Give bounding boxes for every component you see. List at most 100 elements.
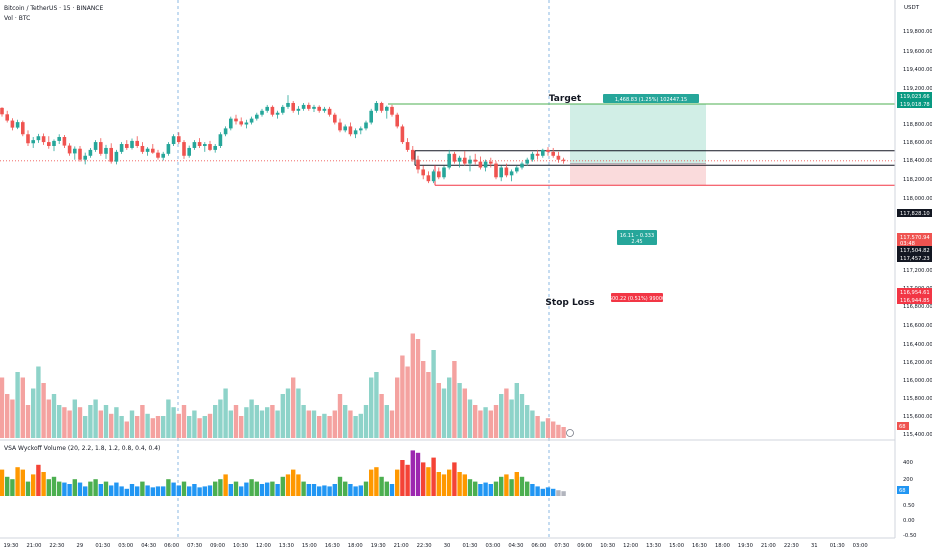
vsa-bar: [421, 462, 426, 496]
volume-bar: [353, 416, 358, 438]
indicator-tick: 0.00: [903, 518, 915, 524]
vsa-bar: [192, 484, 197, 496]
candle-body: [130, 140, 134, 148]
vsa-bar: [291, 469, 296, 496]
price-tick: 115,400.00: [903, 432, 932, 438]
volume-bar: [197, 418, 202, 438]
candle-body: [520, 163, 524, 168]
vsa-bar: [405, 464, 410, 496]
candle-body: [21, 122, 25, 135]
volume-bar: [405, 366, 410, 438]
level-lines[interactable]: [0, 103, 895, 186]
volume-bar: [389, 410, 395, 438]
volume-bar: [114, 407, 119, 438]
volume-bar: [202, 416, 207, 438]
vsa-bar: [176, 485, 181, 496]
vsa-bar: [244, 482, 249, 496]
candle-body: [286, 102, 290, 107]
volume-bar: [265, 407, 270, 438]
candle-body: [390, 106, 394, 115]
candle-body: [67, 145, 72, 154]
candle-body: [421, 169, 425, 176]
target-info-box: [603, 94, 699, 103]
vsa-bar: [166, 479, 171, 496]
volume-bar: [31, 388, 36, 438]
time-tick: 09:00: [577, 543, 592, 549]
volume-value-badge: 68: [899, 424, 906, 430]
volume-bar: [358, 413, 363, 438]
candle-body: [270, 106, 275, 115]
vsa-bar: [441, 474, 447, 496]
time-tick: 06:00: [531, 543, 546, 549]
support-badge-bg: [897, 254, 932, 262]
volume-bar: [556, 424, 561, 438]
candle-body: [99, 142, 103, 154]
candle-body: [166, 144, 171, 154]
target-top-badge-bg: [897, 92, 932, 100]
candle-body: [473, 159, 477, 162]
vsa-bar: [145, 485, 150, 496]
volume-bar: [77, 407, 83, 438]
candle-body: [203, 144, 207, 146]
time-tick: 10:30: [600, 543, 615, 549]
volume-bar: [535, 416, 540, 438]
volume-bar: [311, 410, 317, 438]
candle-body: [239, 121, 243, 125]
candle-body: [281, 106, 285, 113]
vsa-bar: [20, 469, 25, 496]
candle-body: [83, 155, 87, 160]
volume-bar: [155, 416, 161, 438]
time-axis[interactable]: 19:30 21:00 22:30 29 01:30 03:00 04:30 06:00 07:…: [4, 543, 868, 549]
time-tick: 22:30: [784, 543, 799, 549]
volume-bar: [363, 405, 369, 438]
candle-body: [504, 167, 509, 176]
vsa-bar: [374, 467, 379, 496]
vsa-bar: [88, 481, 93, 496]
candle-body: [197, 142, 202, 146]
position-zones[interactable]: [570, 104, 706, 186]
candle-body: [385, 106, 389, 111]
price-scale[interactable]: 119,800.00 119,600.00 119,400.00 119,200.00…: [894, 0, 932, 550]
volume-bar: [530, 410, 535, 438]
price-tick: 116,800.00: [903, 304, 932, 310]
target-info-text: 1,468.83 (1.25%) 102447.15: [615, 97, 687, 103]
volume-bar: [551, 421, 556, 438]
vsa-bar: [457, 472, 462, 496]
vsa-bar: [51, 476, 57, 496]
time-tick: 13:30: [279, 543, 294, 549]
volume-bar: [0, 377, 5, 438]
volume-value-badge-bg: [897, 422, 909, 430]
stop-info-text: 600.22 (0.51%) 99000: [609, 296, 665, 302]
volume-bar: [103, 405, 109, 438]
volume-bar: [62, 407, 67, 438]
volume-bar: [499, 394, 504, 438]
vsa-bar: [426, 467, 431, 496]
time-tick: 01:30: [95, 543, 110, 549]
volume-bar: [93, 399, 98, 438]
vsa-bar: [353, 486, 358, 496]
candle-body: [530, 153, 535, 160]
volume-bar: [285, 388, 291, 438]
vsa-bar: [171, 482, 176, 496]
chart-action-icon: [566, 429, 574, 437]
volume-bar: [249, 399, 254, 438]
vsa-bar: [98, 484, 103, 496]
vsa-bar: [249, 479, 254, 496]
volume-bar: [379, 394, 384, 438]
indicator-tick: 400: [903, 460, 913, 466]
vsa-bar: [514, 472, 519, 496]
vsa-bar: [218, 479, 223, 496]
price-tick: 118,200.00: [903, 177, 932, 183]
vsa-bar: [561, 491, 566, 496]
candle-body: [187, 147, 191, 156]
candle-body: [93, 142, 98, 150]
vsa-bar: [384, 481, 389, 496]
vsa-bar: [83, 486, 88, 496]
vsa-bar: [389, 484, 395, 496]
vsa-bar: [519, 476, 525, 496]
candle-body: [234, 118, 238, 122]
volume-bar: [519, 394, 525, 438]
volume-bar: [72, 399, 77, 438]
volume-bar: [41, 383, 46, 438]
